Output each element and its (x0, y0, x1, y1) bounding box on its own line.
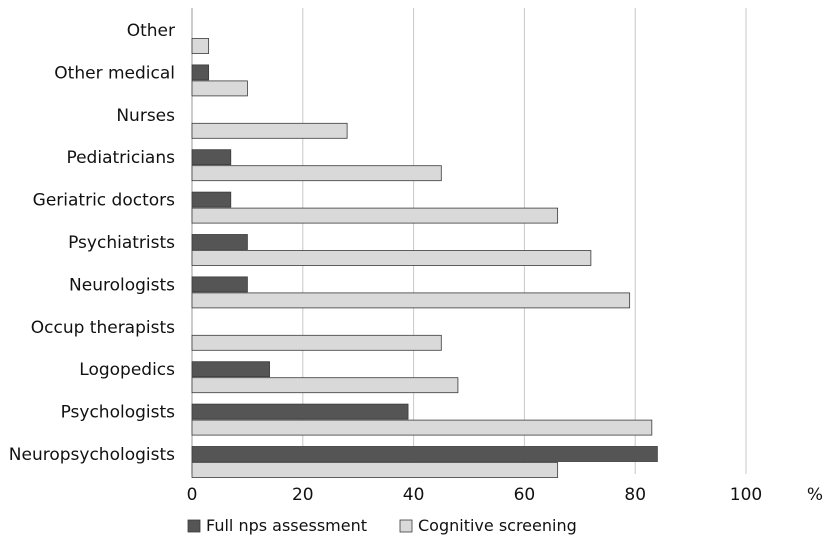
bar-cognitive-screening-neurologists (191, 292, 631, 309)
bar-full-nps-assessment-psychologists (191, 403, 409, 420)
bar-cognitive-screening-geriatric-doctors (191, 207, 559, 224)
bars (191, 38, 658, 478)
bar-full-nps-assessment-psychiatrists (191, 234, 248, 250)
bar-cognitive-screening-logopedics (191, 377, 459, 394)
gridlines (191, 8, 747, 474)
bar-cognitive-screening-other (191, 38, 210, 54)
category-label-nurses: Nurses (116, 106, 175, 126)
x-tick-20: 20 (292, 485, 314, 505)
category-label-neurologists: Neurologists (69, 275, 175, 295)
x-tick-0: 0 (187, 485, 198, 505)
bar-full-nps-assessment-geriatric-doctors (191, 191, 232, 208)
legend-swatch-cognitive-screening (399, 519, 413, 533)
category-label-other-medical: Other medical (54, 63, 175, 83)
legend-swatch-full-nps (187, 519, 201, 533)
legend-label-full-nps: Full nps assessment (206, 516, 367, 535)
bar-cognitive-screening-psychiatrists (191, 250, 592, 266)
bar-full-nps-assessment-other-medical (191, 64, 210, 81)
category-label-geriatric-doctors: Geriatric doctors (33, 191, 175, 211)
category-label-psychiatrists: Psychiatrists (68, 233, 175, 253)
category-label-neuropsychologists: Neuropsychologists (9, 445, 175, 465)
category-label-psychologists: Psychologists (61, 403, 176, 423)
bar-full-nps-assessment-neuropsychologists (191, 446, 658, 462)
bar-full-nps-assessment-neurologists (191, 276, 248, 293)
bar-cognitive-screening-pediatricians (191, 165, 442, 182)
x-tick-60: 60 (514, 485, 536, 505)
category-labels: Other Other medical Nurses Pediatricians Ger… (9, 21, 175, 465)
category-label-occup-therapists: Occup therapists (31, 318, 175, 338)
x-tick-40: 40 (403, 485, 425, 505)
category-label-other: Other (127, 21, 175, 41)
x-tick-labels: 0 20 40 60 80 100 (187, 485, 763, 505)
bar-cognitive-screening-occup-therapists (191, 334, 442, 351)
category-label-logopedics: Logopedics (79, 360, 175, 380)
category-label-pediatricians: Pediatricians (66, 148, 175, 168)
legend: Full nps assessment Cognitive screening (187, 516, 577, 535)
x-unit-label: % (807, 485, 823, 505)
bar-cognitive-screening-neuropsychologists (191, 462, 559, 478)
x-tick-100: 100 (730, 485, 762, 505)
x-tick-80: 80 (624, 485, 646, 505)
bar-full-nps-assessment-pediatricians (191, 149, 232, 166)
bar-full-nps-assessment-logopedics (191, 361, 270, 378)
bar-cognitive-screening-nurses (191, 122, 348, 139)
bar-cognitive-screening-other-medical (191, 80, 248, 97)
legend-label-cognitive-screening: Cognitive screening (418, 516, 577, 535)
bar-cognitive-screening-psychologists (191, 419, 653, 436)
